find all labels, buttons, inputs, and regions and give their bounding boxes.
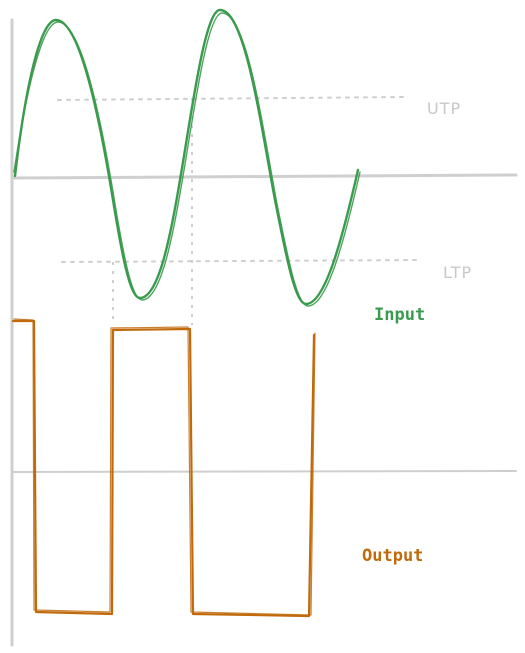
input-horizontal-axis [12,173,518,180]
lower-threshold-label: LTP [443,263,472,282]
input-waveform-sketch [13,12,361,307]
upper-threshold-line [57,96,406,101]
input-label: Input [374,305,425,325]
output-label: Output [362,546,423,566]
output-horizontal-axis [11,470,517,473]
upper-threshold-label: UTP [427,99,461,118]
lower-threshold-line [61,259,419,263]
output-waveform-sketch [13,318,316,616]
output-waveform [11,319,316,618]
